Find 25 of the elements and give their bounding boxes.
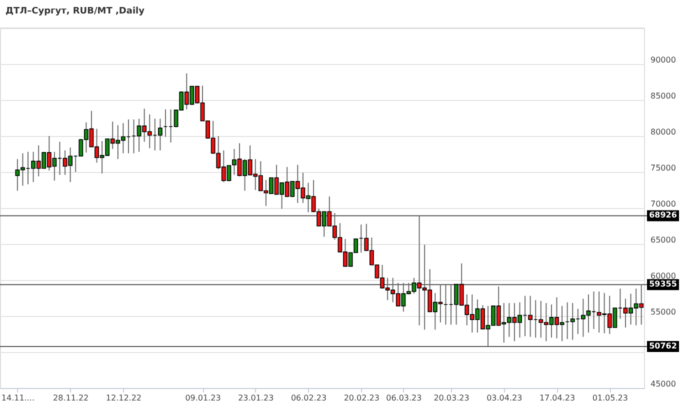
x-tick-label: 12.12.22	[106, 394, 142, 402]
y-tick-label: 80000	[650, 128, 676, 136]
y-tick-label: 70000	[650, 200, 676, 208]
x-tick-label: 06.02.23	[290, 394, 327, 402]
x-tick-label: 06.03.23	[386, 394, 422, 402]
ref-line-label: 50762	[649, 342, 677, 351]
ref-line-label: 59355	[649, 280, 678, 289]
x-tick-label: 20.03.23	[434, 394, 470, 402]
x-tick-label: 17.04.23	[539, 394, 576, 402]
x-tick-label: 14.11....	[1, 394, 34, 402]
y-tick-label: 55000	[650, 308, 676, 316]
x-tick-label: 09.01.23	[185, 394, 221, 402]
x-tick-label: 01.05.23	[592, 394, 628, 402]
x-tick-label: 28.11.22	[53, 394, 89, 402]
ref-line-label: 68926	[649, 210, 678, 220]
y-tick-label: 90000	[650, 56, 676, 64]
chart-title: ДТЛ–Сургут, RUB/MT ,Daily	[6, 6, 145, 16]
y-tick-label: 60000	[650, 272, 676, 280]
y-tick-label: 85000	[650, 92, 676, 100]
y-tick-label: 45000	[650, 380, 676, 388]
y-tick-label: 65000	[650, 236, 676, 244]
x-tick-label: 20.02.23	[344, 394, 380, 402]
x-tick-label: 23.01.23	[238, 394, 274, 402]
y-tick-label: 75000	[650, 164, 676, 172]
x-tick-label: 03.04.23	[486, 394, 522, 402]
